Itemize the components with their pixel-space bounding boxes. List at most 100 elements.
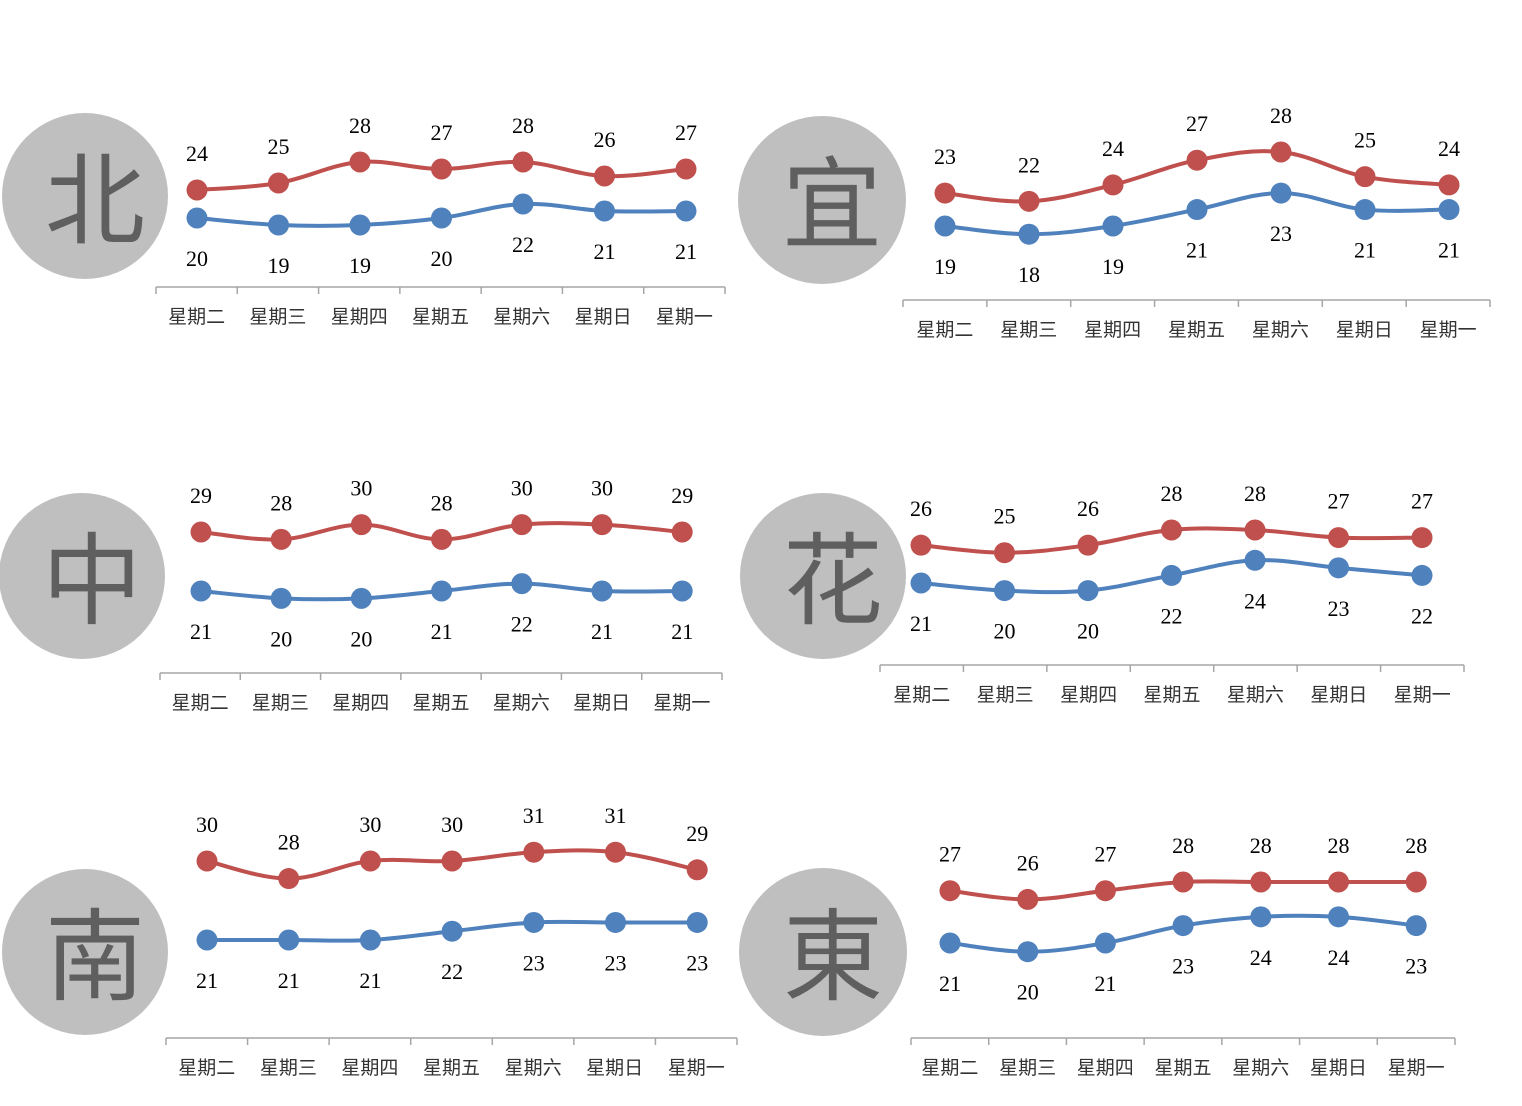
data-point[interactable] [1102,215,1124,237]
data-point[interactable] [594,165,615,187]
data-point[interactable] [186,179,208,201]
data-point[interactable] [1354,166,1376,188]
data-point[interactable] [196,929,218,951]
data-point[interactable] [1017,941,1039,963]
data-point[interactable] [1077,580,1099,602]
data-point[interactable] [1250,906,1272,928]
data-point[interactable] [523,911,545,933]
data-point[interactable] [671,521,693,543]
data-point[interactable] [186,207,208,229]
data-point[interactable] [1438,174,1460,196]
data-point[interactable] [1270,182,1292,204]
data-point[interactable] [591,580,613,602]
data-point[interactable] [359,929,381,951]
data-point[interactable] [1077,534,1099,556]
data-point[interactable] [190,521,212,543]
data-point[interactable] [431,207,452,229]
data-point[interactable] [523,841,545,863]
data-point[interactable] [1328,906,1349,928]
data-point[interactable] [268,172,289,194]
data-point[interactable] [1328,557,1349,579]
data-point[interactable] [1405,871,1427,893]
data-point[interactable] [675,158,697,180]
data-point[interactable] [511,573,533,595]
series-low: 21 21 21 22 23 23 23 [196,911,708,993]
data-point[interactable] [686,911,708,933]
data-point[interactable] [350,587,372,609]
data-point[interactable] [270,528,292,550]
x-tick-label: 星期日 [573,692,630,714]
data-point[interactable] [441,850,463,872]
data-point[interactable] [994,580,1015,602]
data-point[interactable] [910,572,932,594]
data-point[interactable] [441,920,463,942]
x-tick-label: 星期日 [1310,1057,1367,1079]
data-label: 21 [591,619,613,644]
data-point[interactable] [686,859,708,881]
data-point[interactable] [268,214,289,236]
data-point[interactable] [1250,871,1272,893]
data-label: 27 [675,120,697,145]
data-point[interactable] [1186,199,1208,221]
data-point[interactable] [934,215,956,237]
series-low: 21 20 20 21 22 21 21 [190,573,693,651]
data-point[interactable] [1018,190,1040,212]
series-low: 21 20 21 23 24 24 23 [939,906,1427,1005]
data-label: 27 [1328,489,1350,514]
data-label: 29 [686,821,708,846]
data-point[interactable] [1161,564,1182,586]
data-point[interactable] [1018,223,1040,245]
data-point[interactable] [671,580,693,602]
data-point[interactable] [1094,932,1116,954]
data-point[interactable] [1172,915,1194,937]
data-point[interactable] [512,151,534,173]
data-point[interactable] [939,932,961,954]
city-badge [0,493,165,659]
data-point[interactable] [349,151,371,173]
data-point[interactable] [605,841,626,863]
data-point[interactable] [431,528,453,550]
data-point[interactable] [1328,871,1349,893]
data-point[interactable] [431,580,453,602]
data-point[interactable] [1102,174,1124,196]
data-label: 24 [1438,136,1460,161]
data-point[interactable] [994,542,1015,564]
data-label: 27 [1411,489,1433,514]
data-point[interactable] [1161,519,1182,541]
data-point[interactable] [594,200,615,222]
data-point[interactable] [1244,519,1266,541]
data-point[interactable] [1354,199,1376,221]
x-tick-label: 星期六 [493,306,550,328]
x-tick-label: 星期六 [1232,1057,1289,1079]
data-point[interactable] [910,534,932,556]
data-point[interactable] [270,587,292,609]
data-point[interactable] [349,214,371,236]
data-point[interactable] [512,193,534,215]
data-point[interactable] [511,514,533,536]
data-point[interactable] [1411,564,1433,586]
data-point[interactable] [605,911,626,933]
data-point[interactable] [196,850,218,872]
data-label: 21 [1438,238,1460,263]
data-point[interactable] [1438,199,1460,221]
data-point[interactable] [1270,141,1292,163]
data-point[interactable] [1172,871,1194,893]
data-point[interactable] [591,514,613,536]
data-point[interactable] [350,514,372,536]
data-point[interactable] [278,868,300,890]
x-tick-label: 星期三 [999,1057,1056,1079]
data-point[interactable] [1328,527,1349,549]
data-point[interactable] [190,580,212,602]
data-point[interactable] [1405,915,1427,937]
data-point[interactable] [359,850,381,872]
data-point[interactable] [1411,527,1433,549]
data-point[interactable] [1017,888,1039,910]
data-point[interactable] [1244,549,1266,571]
data-point[interactable] [934,182,956,204]
data-point[interactable] [939,880,961,902]
data-point[interactable] [278,929,300,951]
data-point[interactable] [675,200,697,222]
data-point[interactable] [1094,880,1116,902]
data-point[interactable] [1186,149,1208,171]
data-point[interactable] [431,158,452,180]
